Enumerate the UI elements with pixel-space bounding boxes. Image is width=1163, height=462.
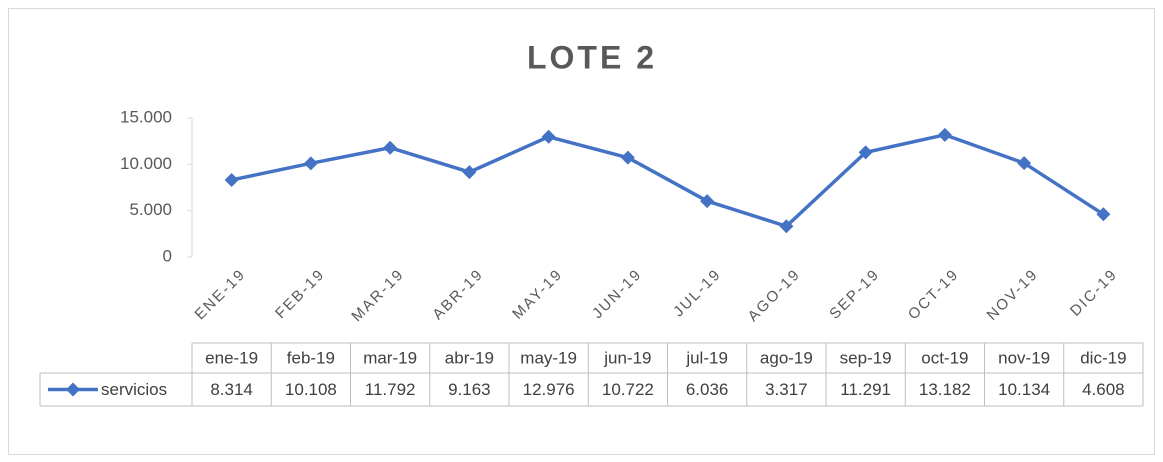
table-value: 12.976 bbox=[523, 380, 575, 399]
table-header: dic-19 bbox=[1080, 348, 1126, 367]
table-value: 8.314 bbox=[210, 380, 253, 399]
marker bbox=[700, 194, 715, 209]
legend-label: servicios bbox=[101, 380, 167, 399]
y-tick-label: 10.000 bbox=[120, 154, 172, 173]
table-value: 10.108 bbox=[285, 380, 337, 399]
marker bbox=[858, 145, 873, 160]
marker bbox=[1017, 156, 1032, 171]
table-header: ago-19 bbox=[760, 348, 813, 367]
table-header: jun-19 bbox=[603, 348, 651, 367]
table-value: 11.792 bbox=[365, 380, 416, 399]
marker bbox=[462, 165, 477, 180]
y-tick-label: 0 bbox=[163, 246, 172, 265]
marker bbox=[1096, 207, 1111, 222]
chart-border bbox=[8, 8, 1155, 455]
table-header: sep-19 bbox=[840, 348, 892, 367]
marker bbox=[224, 172, 239, 187]
table-header: mar-19 bbox=[363, 348, 417, 367]
table-value: 9.163 bbox=[448, 380, 491, 399]
table-value: 4.608 bbox=[1082, 380, 1125, 399]
table-value: 10.134 bbox=[998, 380, 1050, 399]
table-header: jul-19 bbox=[685, 348, 728, 367]
marker bbox=[541, 129, 556, 144]
table-header: oct-19 bbox=[921, 348, 968, 367]
table-value: 11.291 bbox=[840, 380, 891, 399]
y-tick-label: 15.000 bbox=[120, 107, 172, 126]
legend-marker bbox=[66, 382, 80, 397]
chart-title: LOTE 2 bbox=[527, 39, 657, 75]
table-value: 3.317 bbox=[765, 380, 808, 399]
table-value: 13.182 bbox=[919, 380, 971, 399]
table-header: feb-19 bbox=[287, 348, 335, 367]
series-line bbox=[231, 133, 1105, 229]
y-tick-label: 5.000 bbox=[129, 200, 172, 219]
marker bbox=[383, 140, 398, 155]
table-header: may-19 bbox=[520, 348, 577, 367]
marker bbox=[620, 150, 635, 165]
table-header: ene-19 bbox=[205, 348, 258, 367]
table-value: 6.036 bbox=[686, 380, 729, 399]
table-value: 10.722 bbox=[602, 380, 654, 399]
marker bbox=[303, 156, 318, 171]
marker bbox=[779, 219, 794, 234]
marker bbox=[937, 127, 952, 142]
table-header: nov-19 bbox=[998, 348, 1050, 367]
table-header: abr-19 bbox=[445, 348, 494, 367]
